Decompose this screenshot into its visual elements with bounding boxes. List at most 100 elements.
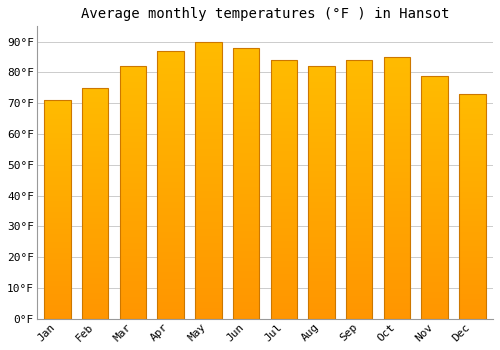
Bar: [384, 276, 410, 280]
Bar: [459, 190, 485, 193]
Bar: [120, 174, 146, 177]
Bar: [233, 200, 259, 204]
Bar: [346, 138, 372, 141]
Bar: [459, 209, 485, 212]
Bar: [422, 255, 448, 258]
Bar: [422, 167, 448, 170]
Bar: [233, 207, 259, 210]
Bar: [422, 82, 448, 85]
Bar: [82, 281, 108, 284]
Bar: [195, 100, 222, 104]
Bar: [195, 42, 222, 319]
Bar: [270, 79, 297, 83]
Bar: [120, 250, 146, 253]
Bar: [120, 114, 146, 117]
Bar: [384, 267, 410, 270]
Bar: [233, 163, 259, 166]
Bar: [82, 169, 108, 172]
Bar: [270, 60, 297, 319]
Bar: [195, 76, 222, 80]
Bar: [233, 55, 259, 58]
Bar: [422, 88, 448, 91]
Bar: [459, 156, 485, 159]
Bar: [120, 85, 146, 89]
Bar: [459, 220, 485, 223]
Bar: [459, 105, 485, 108]
Bar: [459, 114, 485, 117]
Bar: [233, 238, 259, 241]
Bar: [270, 258, 297, 261]
Bar: [195, 302, 222, 305]
Bar: [233, 231, 259, 234]
Bar: [195, 264, 222, 267]
Bar: [195, 305, 222, 308]
Bar: [195, 87, 222, 90]
Bar: [459, 136, 485, 139]
Bar: [195, 291, 222, 295]
Bar: [270, 118, 297, 121]
Bar: [308, 300, 334, 303]
Bar: [384, 316, 410, 319]
Bar: [384, 146, 410, 149]
Bar: [44, 201, 70, 204]
Bar: [44, 180, 70, 182]
Bar: [120, 215, 146, 218]
Bar: [158, 309, 184, 312]
Bar: [44, 108, 70, 111]
Bar: [422, 191, 448, 194]
Bar: [346, 183, 372, 186]
Bar: [384, 90, 410, 93]
Bar: [120, 193, 146, 196]
Bar: [195, 160, 222, 163]
Bar: [422, 115, 448, 118]
Bar: [120, 205, 146, 208]
Bar: [308, 148, 334, 152]
Bar: [346, 215, 372, 219]
Bar: [82, 290, 108, 293]
Bar: [82, 140, 108, 143]
Bar: [44, 226, 70, 229]
Bar: [384, 312, 410, 316]
Bar: [195, 56, 222, 59]
Bar: [422, 97, 448, 100]
Bar: [82, 134, 108, 137]
Bar: [308, 98, 334, 101]
Bar: [233, 116, 259, 119]
Bar: [270, 138, 297, 141]
Bar: [82, 152, 108, 154]
Bar: [158, 152, 184, 155]
Bar: [270, 102, 297, 105]
Bar: [120, 164, 146, 167]
Bar: [308, 215, 334, 218]
Bar: [459, 308, 485, 310]
Bar: [158, 272, 184, 275]
Bar: [44, 259, 70, 261]
Bar: [82, 154, 108, 157]
Bar: [44, 305, 70, 308]
Bar: [346, 267, 372, 271]
Bar: [44, 294, 70, 297]
Bar: [308, 152, 334, 155]
Bar: [233, 292, 259, 295]
Bar: [82, 244, 108, 247]
Bar: [422, 112, 448, 115]
Bar: [195, 194, 222, 198]
Bar: [422, 216, 448, 218]
Bar: [346, 70, 372, 73]
Bar: [346, 274, 372, 277]
Bar: [459, 243, 485, 246]
Bar: [346, 167, 372, 170]
Bar: [270, 147, 297, 151]
Bar: [233, 102, 259, 105]
Bar: [120, 224, 146, 228]
Bar: [459, 296, 485, 299]
Bar: [270, 108, 297, 112]
Bar: [195, 173, 222, 177]
Bar: [308, 120, 334, 123]
Bar: [44, 190, 70, 193]
Bar: [158, 91, 184, 94]
Bar: [195, 191, 222, 194]
Bar: [346, 241, 372, 245]
Bar: [82, 97, 108, 99]
Bar: [346, 86, 372, 89]
